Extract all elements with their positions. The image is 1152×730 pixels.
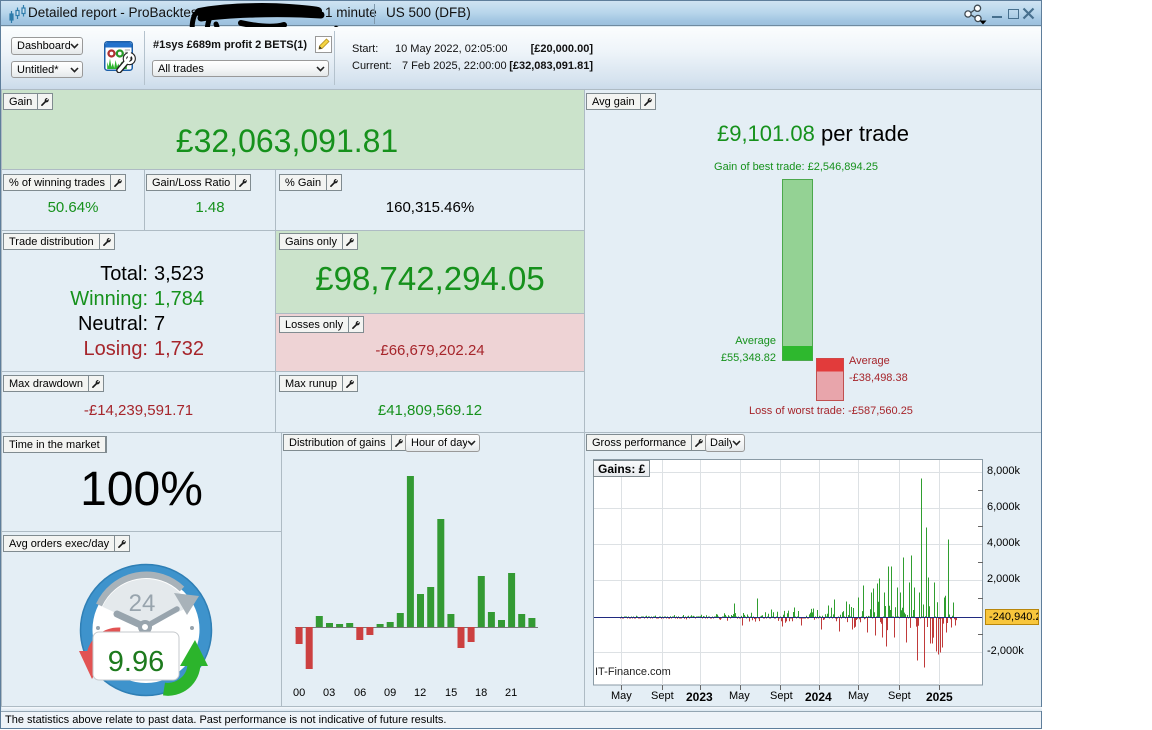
svg-text:24: 24 xyxy=(129,590,156,617)
svg-text:9.96: 9.96 xyxy=(108,646,164,678)
